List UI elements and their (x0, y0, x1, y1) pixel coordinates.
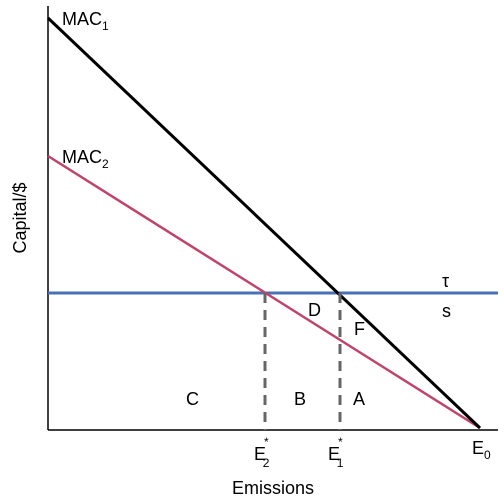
mac1-curve (46, 16, 482, 430)
x-axis-label: Emissions (232, 478, 314, 498)
tau-label: τ (442, 271, 449, 291)
mac2-label: MAC2 (62, 147, 109, 171)
s-label: s (442, 301, 451, 321)
area-label: F (354, 319, 365, 339)
area-label: D (308, 300, 321, 320)
e1-label: E* 1 (328, 435, 344, 470)
mac2-curve (47, 154, 481, 430)
y-axis-label: Capital/$ (10, 182, 30, 253)
e2-label: E* 2 (254, 435, 270, 470)
area-label: A (353, 389, 365, 409)
area-label: C (186, 389, 199, 409)
area-label: B (294, 389, 306, 409)
mac1-label: MAC1 (62, 9, 109, 33)
e0-label: E0 (472, 438, 491, 462)
